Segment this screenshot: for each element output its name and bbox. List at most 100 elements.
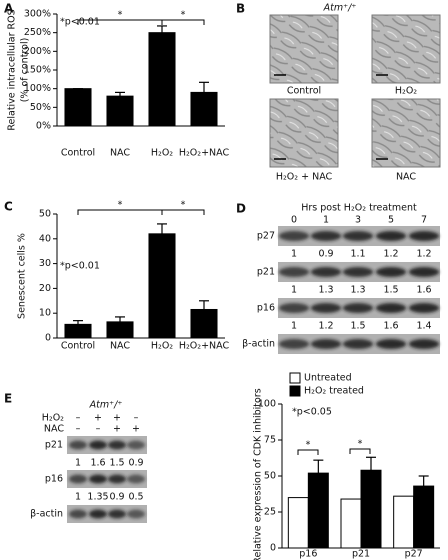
significance-bracket: [349, 448, 371, 454]
significance-star: *: [358, 439, 363, 450]
micrograph-label: H₂O₂: [395, 86, 417, 97]
bar: [360, 469, 382, 549]
blot-quant: 1.5: [350, 321, 365, 332]
significance-bracket: [77, 209, 163, 215]
bar: [106, 321, 134, 339]
blot-quant: 1.6: [416, 285, 431, 296]
y-tick-label: 100%: [24, 83, 51, 94]
error-bar: [157, 223, 167, 234]
bar: [307, 472, 329, 549]
blot-band: [408, 303, 440, 313]
significance-star: *: [181, 10, 186, 21]
bar: [287, 497, 309, 549]
blot-band: [69, 474, 87, 484]
y-tick-label: 200%: [24, 46, 51, 57]
x-tick-label: Control: [61, 341, 95, 352]
blot-band: [310, 339, 342, 349]
condition-sign: –: [76, 413, 81, 424]
blot-quant: 1.2: [416, 249, 431, 260]
annotation: *p<0.05: [292, 407, 332, 418]
y-tick-label: 50: [39, 209, 51, 220]
blot-row-label: p16: [257, 303, 275, 314]
bar: [148, 32, 176, 127]
micrograph-label: Control: [287, 86, 321, 97]
condition-sign: +: [94, 413, 102, 424]
panel-letter: A: [4, 2, 14, 16]
blot-header: Hrs post H₂O₂ treatment: [301, 203, 417, 214]
blot-quant: 1: [291, 285, 297, 296]
significance-bracket: [161, 209, 205, 215]
y-tick-label: 25: [264, 507, 276, 518]
panel-letter: B: [236, 2, 245, 16]
micrograph: [371, 98, 441, 168]
blot-quant: 1.3: [350, 285, 365, 296]
error-bar: [199, 300, 209, 310]
bar: [190, 91, 218, 127]
x-tick-label: H₂O₂+NAC: [179, 341, 230, 352]
significance-star: *: [306, 440, 311, 451]
x-tick-label: NAC: [110, 341, 130, 352]
y-axis-label: Relative expression of CDK inhibitors: [253, 388, 264, 560]
annotation: *p<0.01: [60, 261, 100, 272]
x-tick-label: NAC: [110, 148, 130, 159]
legend-label: H₂O₂ treated: [304, 386, 364, 397]
condition-sign: +: [132, 424, 140, 435]
blot-band: [408, 231, 440, 241]
blot-band: [278, 303, 310, 313]
blot-quant: 1: [75, 492, 81, 503]
blot-band: [342, 339, 374, 349]
blot-band: [375, 339, 407, 349]
y-axis-label: (% of control): [20, 38, 31, 103]
blot-row-label: p21: [45, 440, 63, 451]
significance-star: *: [118, 200, 123, 211]
blot-band: [278, 267, 310, 277]
blot-band: [375, 231, 407, 241]
blot-quant: 1.2: [383, 249, 398, 260]
blot-band: [310, 267, 342, 277]
y-axis-label: Senescent cells %: [17, 233, 28, 319]
bar: [106, 95, 134, 127]
bar: [148, 233, 176, 339]
blot-band: [108, 440, 126, 450]
blot-row-label: β-actin: [242, 339, 275, 350]
x-tick-label: p27: [405, 549, 423, 560]
blot-quant: 1.35: [87, 492, 108, 503]
bar: [64, 323, 92, 339]
annotation: *p<0.01: [60, 17, 100, 28]
y-tick-label: 10: [39, 308, 51, 319]
blot-quant: 1.5: [383, 285, 398, 296]
blot-quant: 1.6: [383, 321, 398, 332]
lane-label: 3: [355, 215, 361, 226]
blot-band: [342, 231, 374, 241]
panel-letter: D: [236, 202, 246, 216]
x-tick-label: p16: [299, 549, 317, 560]
blot-band: [278, 231, 310, 241]
blot-band: [89, 509, 107, 519]
blot-quant: 1.5: [109, 458, 124, 469]
y-tick-label: 0: [270, 543, 276, 554]
error-bar: [73, 320, 83, 325]
condition-sign: +: [113, 424, 121, 435]
error-bar: [199, 81, 209, 93]
blot-band: [108, 509, 126, 519]
blot-row-label: p21: [257, 267, 275, 278]
micrograph-label: NAC: [396, 172, 416, 183]
significance-star: *: [118, 10, 123, 21]
blot-band: [310, 303, 342, 313]
blot-band: [69, 509, 87, 519]
blot-band: [342, 267, 374, 277]
x-tick-label: Control: [61, 148, 95, 159]
y-tick-label: 50%: [30, 102, 51, 113]
legend-label: Untreated: [304, 373, 352, 384]
blot-quant: 1: [291, 321, 297, 332]
y-tick-label: 0: [45, 333, 51, 344]
lane-label: 0: [291, 215, 297, 226]
significance-star: *: [181, 200, 186, 211]
blot-band: [89, 474, 107, 484]
blot-band: [278, 339, 310, 349]
significance-bracket: [297, 449, 319, 455]
y-tick-label: 100: [258, 399, 276, 410]
blot-row-label: p27: [257, 231, 275, 242]
x-tick-label: H₂O₂: [151, 341, 173, 352]
blot-row-label: β-actin: [30, 509, 63, 520]
